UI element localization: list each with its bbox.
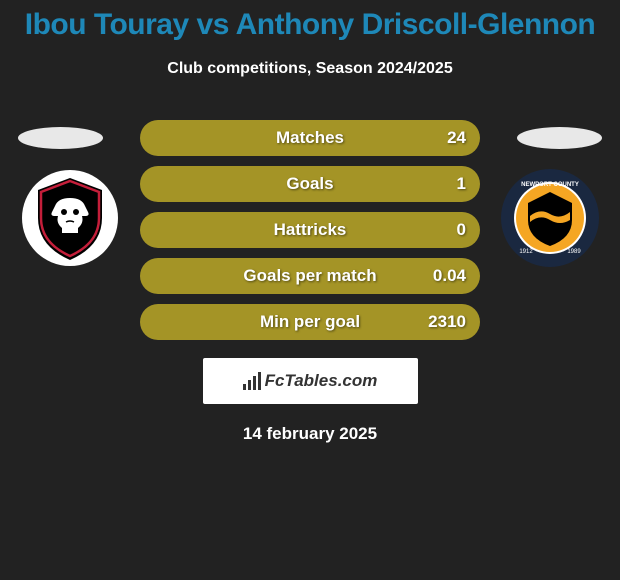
stat-row-goals: Goals 1	[140, 166, 480, 202]
brand-box: FcTables.com	[203, 358, 418, 404]
date-text: 14 february 2025	[0, 424, 620, 444]
stat-label: Min per goal	[260, 312, 360, 332]
subtitle: Club competitions, Season 2024/2025	[0, 60, 620, 78]
stat-label: Matches	[276, 128, 344, 148]
stat-value-right: 0.04	[433, 266, 466, 286]
stat-value-right: 0	[457, 220, 466, 240]
brand-text: FcTables.com	[265, 371, 378, 391]
player-photo-left	[18, 127, 103, 149]
club-badge-right: NEWPORT COUNTY 1912 1989	[500, 168, 600, 268]
stat-label: Goals	[286, 174, 333, 194]
chart-icon	[243, 372, 261, 390]
stat-label: Hattricks	[274, 220, 347, 240]
club-badge-left	[20, 168, 120, 268]
svg-text:NEWPORT COUNTY: NEWPORT COUNTY	[521, 182, 579, 188]
stat-row-matches: Matches 24	[140, 120, 480, 156]
stat-row-hattricks: Hattricks 0	[140, 212, 480, 248]
stat-row-min-per-goal: Min per goal 2310	[140, 304, 480, 340]
stat-row-goals-per-match: Goals per match 0.04	[140, 258, 480, 294]
stat-value-right: 2310	[428, 312, 466, 332]
svg-text:1989: 1989	[567, 249, 581, 255]
player-photo-right	[517, 127, 602, 149]
svg-text:1912: 1912	[519, 249, 533, 255]
stat-label: Goals per match	[243, 266, 376, 286]
stats-area: NEWPORT COUNTY 1912 1989 Matches 24 Goal…	[0, 120, 620, 444]
stat-value-right: 1	[457, 174, 466, 194]
stat-value-right: 24	[447, 128, 466, 148]
page-title: Ibou Touray vs Anthony Driscoll-Glennon	[0, 0, 620, 42]
